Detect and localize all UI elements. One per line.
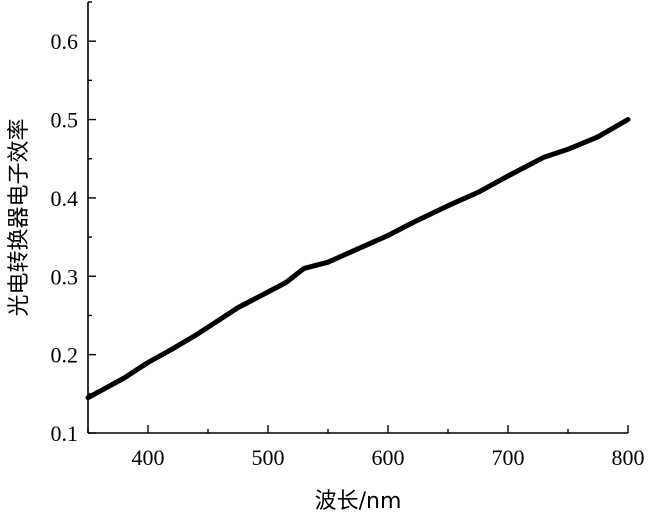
series-group — [85, 117, 631, 401]
x-tick-label: 800 — [612, 445, 645, 470]
x-ticks: 400 500 600 700 800 — [87, 425, 645, 470]
y-tick-label: 0.2 — [51, 343, 79, 368]
x-axis-title: 波长/nm — [315, 489, 402, 514]
x-tick-label: 700 — [492, 445, 525, 470]
y-tick-label: 0.5 — [51, 108, 79, 133]
y-tick-label: 0.1 — [51, 421, 79, 446]
axes — [87, 2, 628, 434]
y-axis-title: 光电转换器电子效率 — [7, 118, 32, 316]
y-tick-label: 0.4 — [51, 186, 79, 211]
series-line — [85, 117, 631, 401]
y-tick-label: 0.6 — [51, 29, 79, 54]
x-tick-label: 600 — [372, 445, 405, 470]
x-tick-label: 400 — [132, 445, 165, 470]
x-tick-label: 500 — [252, 445, 285, 470]
y-ticks: 0.1 0.2 0.3 0.4 0.5 0.6 — [51, 1, 96, 446]
y-tick-label: 0.3 — [51, 264, 79, 289]
